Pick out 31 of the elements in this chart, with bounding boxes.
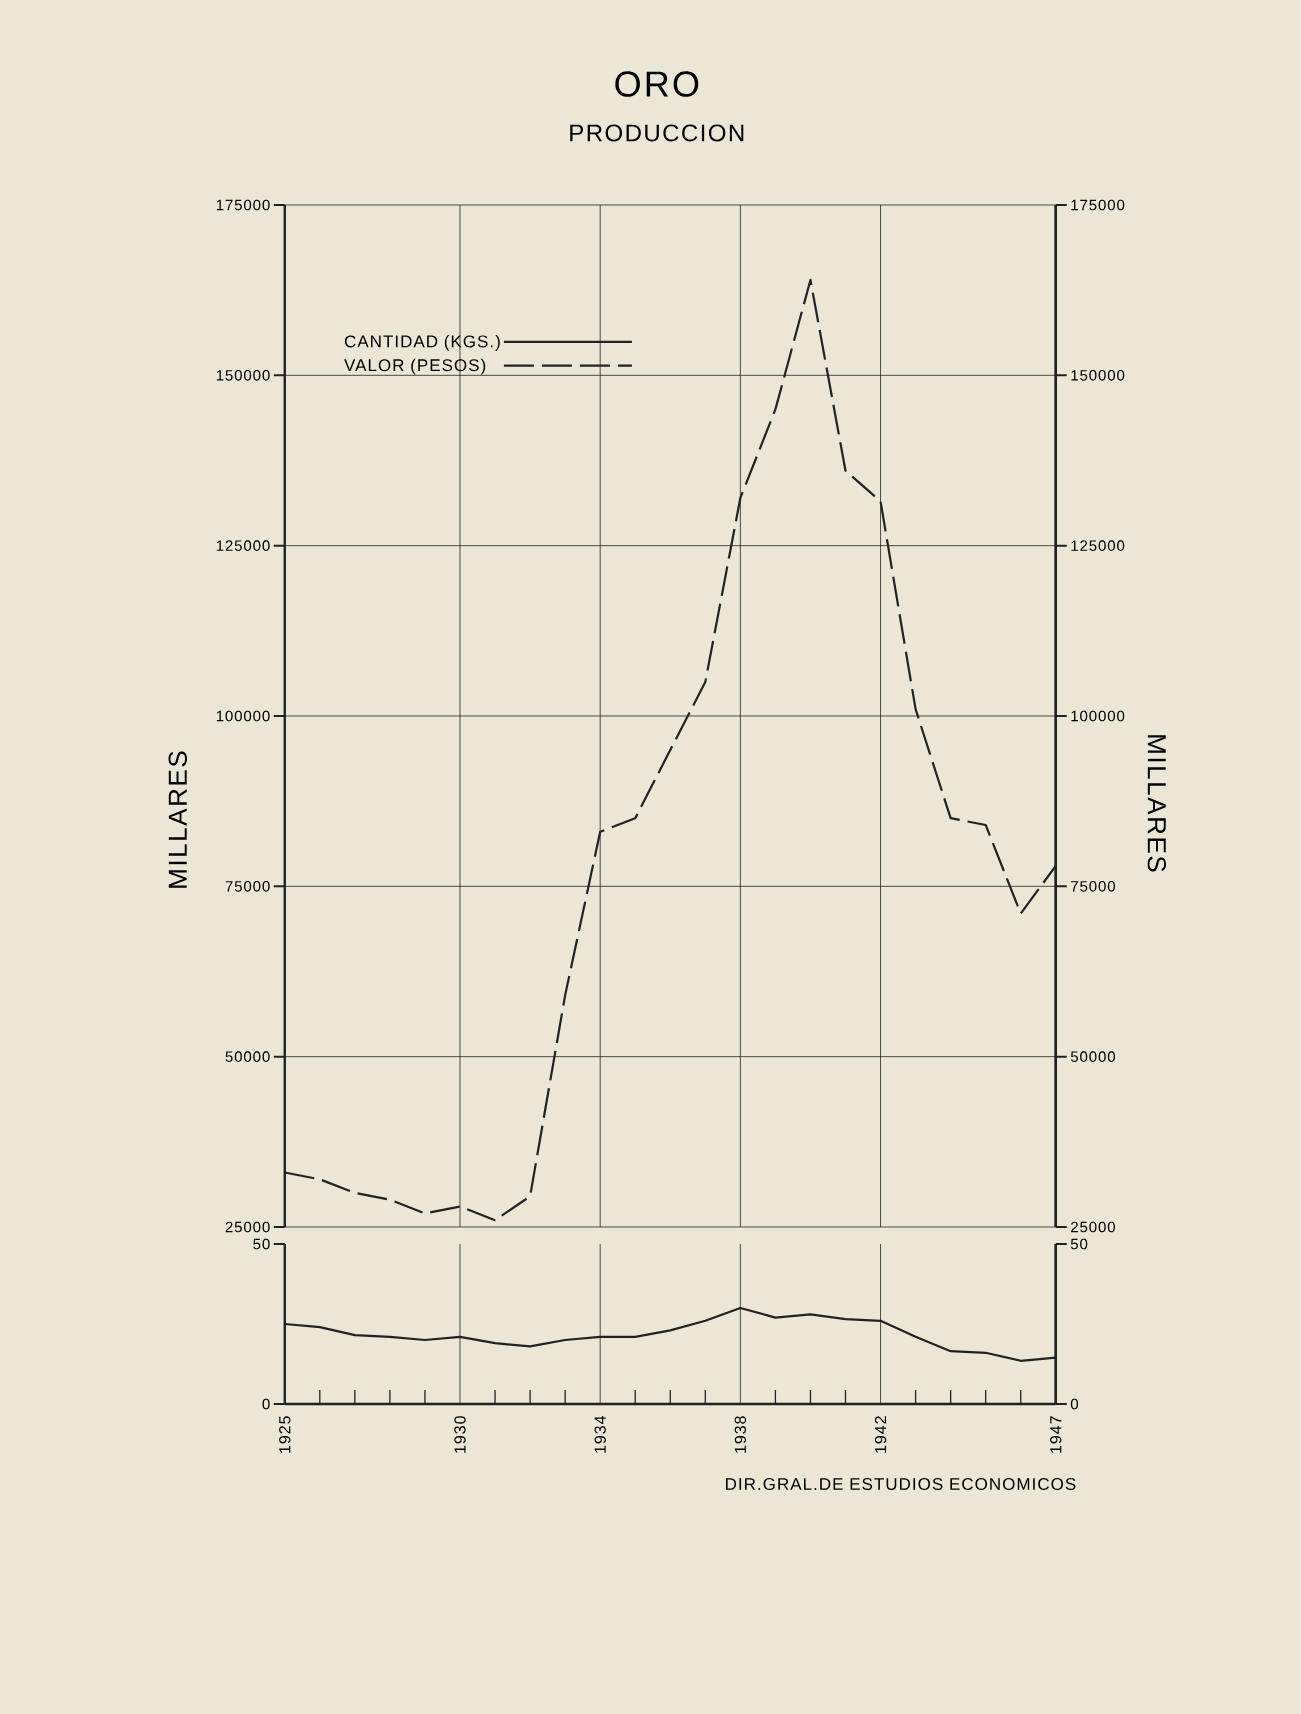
y2-tick-label: 50000 [1071, 1051, 1116, 1062]
x-tick-label: 1930 [454, 1416, 466, 1453]
text: DIR.GRAL.DE ESTUDIOS ECONOMICOS [726, 1477, 1076, 1491]
x-tick-label: 1925 [279, 1416, 291, 1453]
y-tick-label: 50 [253, 1238, 270, 1250]
y-tick-label: 175000 [216, 199, 270, 211]
y2-tick-label: 100000 [1071, 710, 1125, 722]
y2-tick-label: 25000 [1071, 1221, 1116, 1233]
y-tick-label: 25000 [225, 1221, 270, 1233]
y-tick-label: 125000 [216, 540, 270, 551]
y2-tick-label: 75000 [1071, 881, 1116, 892]
x-tick-label: 1934 [594, 1415, 606, 1453]
y-axis-title: MILLARES [168, 751, 188, 888]
text: CANTIDAD (KGS.) [344, 334, 500, 351]
y2-tick-label: 150000 [1071, 370, 1125, 381]
y2-axis-title: MILLARES [1147, 735, 1167, 872]
y-tick-label: 50000 [225, 1051, 270, 1062]
y2-tick-label: 175000 [1071, 199, 1125, 211]
y2-tick-label: 0 [1071, 1398, 1079, 1410]
y2-tick-label: 125000 [1071, 540, 1125, 551]
x-tick-label: 1938 [734, 1416, 747, 1453]
y-tick-label: 0 [262, 1398, 270, 1410]
chart-subtitle: PRODUCCION [570, 124, 744, 142]
x-tick-label: 1947 [1050, 1416, 1062, 1453]
x-tick-label: 1942 [874, 1416, 887, 1453]
text: VALOR (PESOS) [344, 358, 486, 375]
y-tick-label: 75000 [225, 881, 270, 892]
y-tick-label: 100000 [216, 710, 270, 722]
y2-tick-label: 50 [1071, 1238, 1088, 1250]
y-tick-label: 150000 [216, 370, 270, 381]
chart-title: ORO [615, 71, 699, 97]
